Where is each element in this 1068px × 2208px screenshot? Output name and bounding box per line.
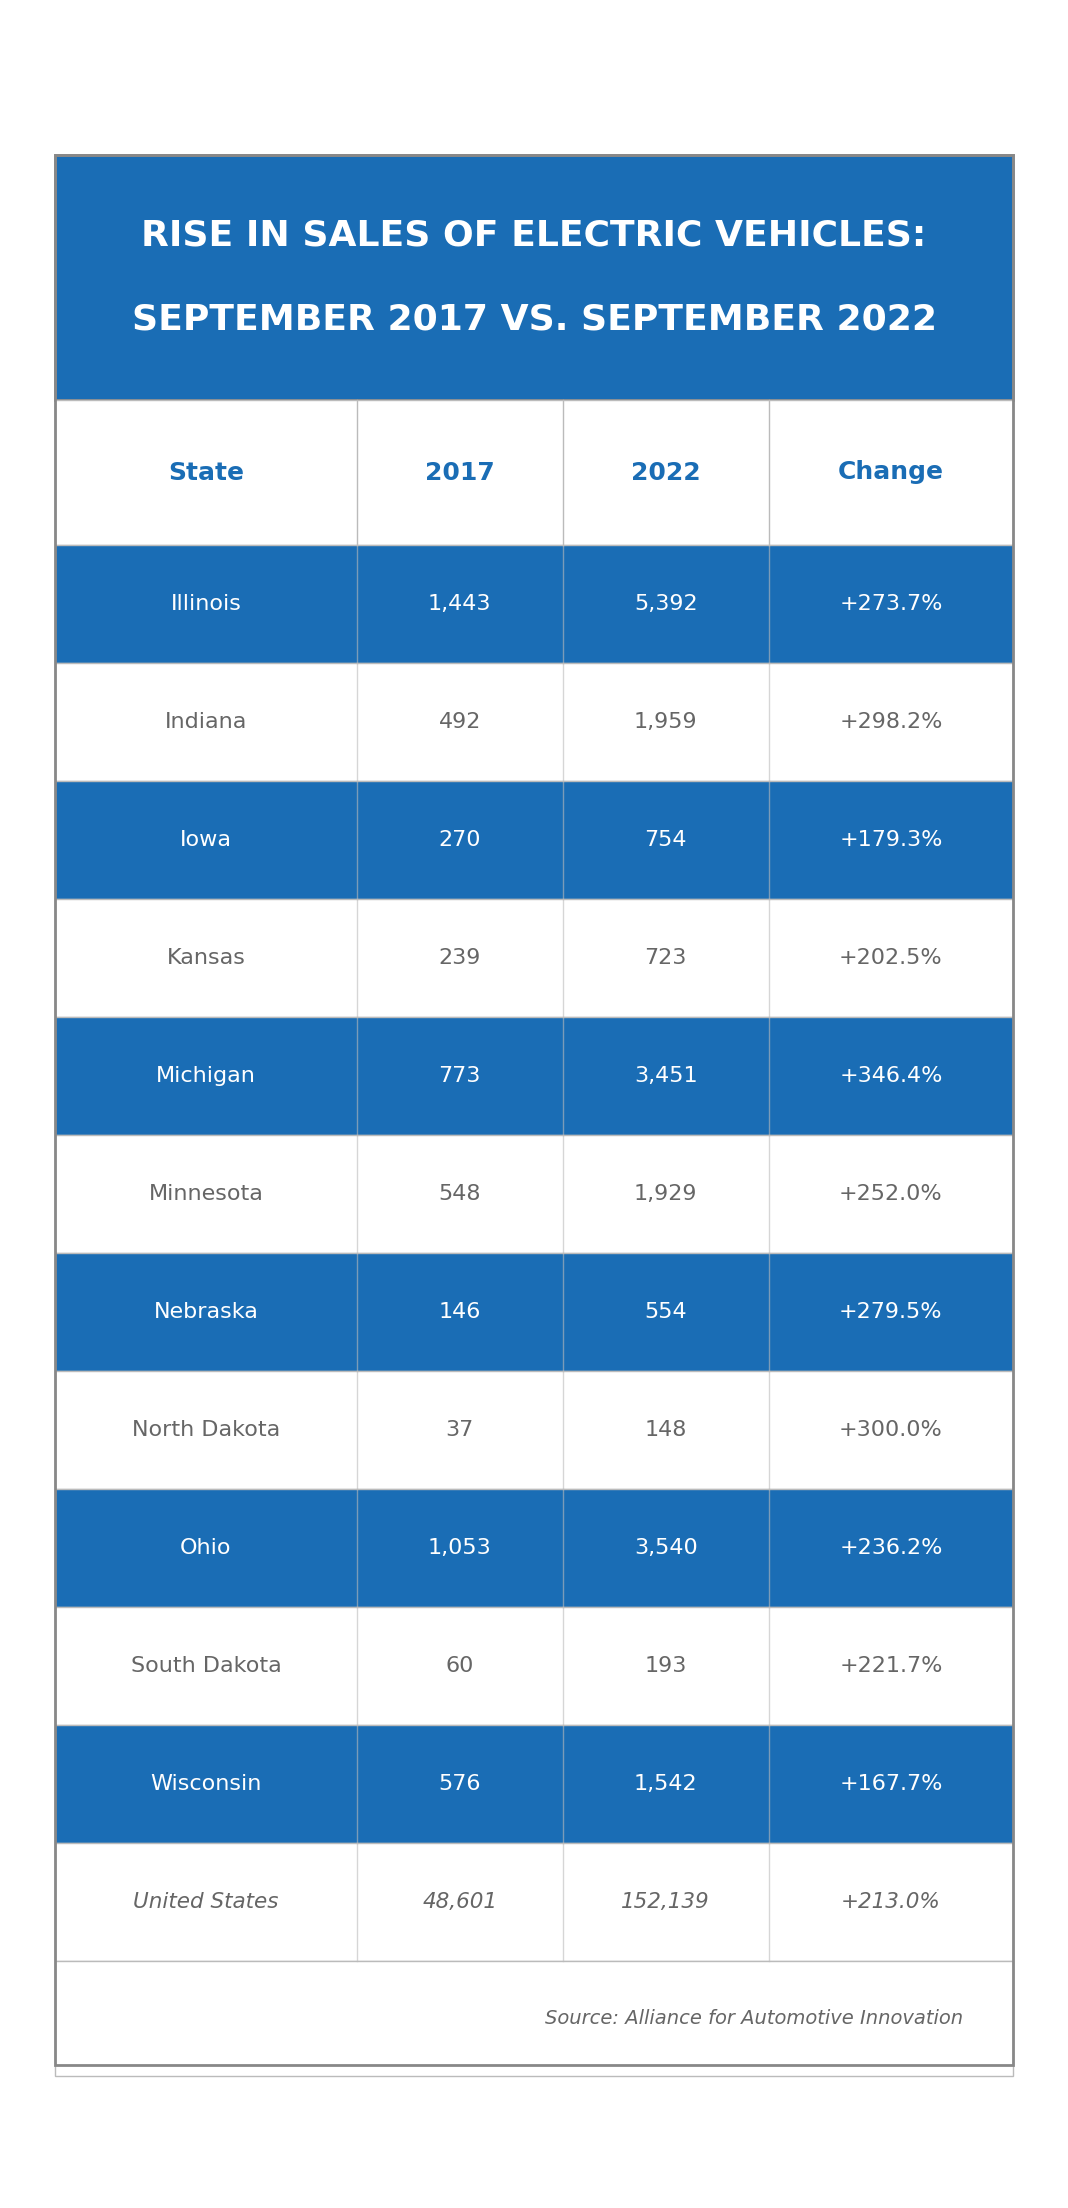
- Bar: [54, 155, 1014, 400]
- Text: +167.7%: +167.7%: [839, 1773, 943, 1793]
- Text: 1,053: 1,053: [428, 1539, 491, 1559]
- Bar: [54, 155, 1014, 2064]
- Text: 146: 146: [439, 1303, 481, 1323]
- Text: 239: 239: [439, 947, 481, 967]
- Text: +252.0%: +252.0%: [839, 1183, 943, 1203]
- Text: +179.3%: +179.3%: [839, 830, 943, 850]
- Text: Ohio: Ohio: [180, 1539, 232, 1559]
- Text: 576: 576: [439, 1773, 481, 1793]
- Text: Iowa: Iowa: [179, 830, 232, 850]
- Bar: [54, 1371, 1014, 1488]
- Text: North Dakota: North Dakota: [131, 1420, 280, 1440]
- Text: +236.2%: +236.2%: [839, 1539, 943, 1559]
- Text: South Dakota: South Dakota: [130, 1656, 281, 1676]
- Text: 1,443: 1,443: [428, 594, 491, 614]
- Bar: [54, 1252, 1014, 1371]
- Bar: [54, 899, 1014, 1018]
- Text: 1,959: 1,959: [634, 711, 697, 733]
- Text: 48,601: 48,601: [422, 1892, 498, 1912]
- Text: 723: 723: [644, 947, 687, 967]
- Text: 270: 270: [439, 830, 481, 850]
- Text: State: State: [168, 461, 244, 484]
- Text: Minnesota: Minnesota: [148, 1183, 264, 1203]
- Bar: [54, 545, 1014, 662]
- Text: +279.5%: +279.5%: [839, 1303, 943, 1323]
- Text: 754: 754: [644, 830, 687, 850]
- Text: +346.4%: +346.4%: [839, 1066, 943, 1086]
- Text: Source: Alliance for Automotive Innovation: Source: Alliance for Automotive Innovati…: [546, 2009, 963, 2027]
- Bar: [54, 1844, 1014, 1961]
- Text: 2017: 2017: [425, 461, 494, 484]
- Text: Illinois: Illinois: [171, 594, 241, 614]
- Bar: [54, 400, 1014, 545]
- Text: +298.2%: +298.2%: [839, 711, 943, 733]
- Text: +300.0%: +300.0%: [839, 1420, 943, 1440]
- Text: Kansas: Kansas: [167, 947, 246, 967]
- Text: 2022: 2022: [631, 461, 701, 484]
- Text: SEPTEMBER 2017 VS. SEPTEMBER 2022: SEPTEMBER 2017 VS. SEPTEMBER 2022: [131, 302, 937, 336]
- Bar: [54, 1961, 1014, 2076]
- Text: Change: Change: [838, 461, 944, 484]
- Text: 60: 60: [445, 1656, 474, 1676]
- Text: 193: 193: [644, 1656, 687, 1676]
- Text: 548: 548: [439, 1183, 481, 1203]
- Text: Nebraska: Nebraska: [154, 1303, 258, 1323]
- Text: 773: 773: [439, 1066, 481, 1086]
- Text: 1,929: 1,929: [634, 1183, 697, 1203]
- Text: 3,451: 3,451: [634, 1066, 697, 1086]
- Bar: [54, 1488, 1014, 1607]
- Bar: [54, 1135, 1014, 1252]
- Text: 492: 492: [439, 711, 481, 733]
- Bar: [54, 1607, 1014, 1724]
- Text: Wisconsin: Wisconsin: [151, 1773, 262, 1793]
- Text: 152,139: 152,139: [622, 1892, 710, 1912]
- Text: +213.0%: +213.0%: [841, 1892, 941, 1912]
- Text: +221.7%: +221.7%: [839, 1656, 943, 1676]
- Text: +202.5%: +202.5%: [839, 947, 943, 967]
- Bar: [54, 782, 1014, 899]
- Bar: [54, 1724, 1014, 1844]
- Bar: [54, 1018, 1014, 1135]
- Text: RISE IN SALES OF ELECTRIC VEHICLES:: RISE IN SALES OF ELECTRIC VEHICLES:: [141, 219, 927, 254]
- Text: 148: 148: [644, 1420, 687, 1440]
- Text: 37: 37: [445, 1420, 474, 1440]
- Text: 5,392: 5,392: [634, 594, 697, 614]
- Text: Michigan: Michigan: [156, 1066, 256, 1086]
- Text: 554: 554: [644, 1303, 687, 1323]
- Text: Indiana: Indiana: [164, 711, 247, 733]
- Text: 3,540: 3,540: [633, 1539, 697, 1559]
- Text: United States: United States: [134, 1892, 279, 1912]
- Bar: [54, 662, 1014, 782]
- Text: 1,542: 1,542: [634, 1773, 697, 1793]
- Text: +273.7%: +273.7%: [839, 594, 943, 614]
